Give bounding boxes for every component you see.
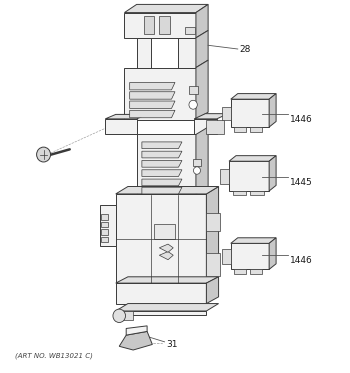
Text: 1446: 1446 — [290, 256, 313, 265]
Text: 1446: 1446 — [290, 115, 313, 124]
Polygon shape — [125, 13, 196, 38]
Polygon shape — [121, 311, 133, 320]
Polygon shape — [196, 4, 208, 38]
Text: 1445: 1445 — [290, 178, 313, 187]
Polygon shape — [142, 179, 182, 186]
Polygon shape — [159, 251, 173, 260]
Polygon shape — [116, 277, 219, 283]
Circle shape — [189, 100, 197, 109]
Polygon shape — [101, 236, 108, 242]
Polygon shape — [231, 243, 269, 269]
Polygon shape — [269, 156, 276, 191]
Polygon shape — [194, 114, 228, 119]
Polygon shape — [206, 120, 224, 135]
Circle shape — [194, 167, 201, 174]
Text: 31: 31 — [166, 340, 178, 349]
Polygon shape — [101, 222, 108, 228]
Polygon shape — [130, 92, 175, 99]
Polygon shape — [154, 224, 175, 238]
Polygon shape — [130, 82, 175, 90]
Polygon shape — [206, 213, 220, 231]
Polygon shape — [125, 68, 196, 120]
Polygon shape — [116, 311, 206, 315]
Polygon shape — [250, 127, 262, 132]
Polygon shape — [234, 127, 246, 132]
Polygon shape — [130, 110, 175, 118]
Polygon shape — [234, 269, 246, 274]
Polygon shape — [144, 16, 154, 34]
Polygon shape — [229, 156, 276, 161]
Polygon shape — [142, 160, 182, 167]
Polygon shape — [101, 229, 108, 235]
Polygon shape — [136, 135, 196, 194]
Polygon shape — [206, 186, 219, 283]
Polygon shape — [159, 244, 173, 252]
Text: 28: 28 — [239, 44, 251, 53]
Polygon shape — [142, 187, 182, 194]
Polygon shape — [206, 253, 220, 276]
Polygon shape — [116, 283, 206, 304]
Circle shape — [37, 147, 50, 162]
Polygon shape — [116, 194, 206, 283]
Polygon shape — [126, 326, 147, 335]
Polygon shape — [136, 38, 150, 68]
Polygon shape — [125, 4, 208, 13]
Polygon shape — [186, 27, 195, 34]
Polygon shape — [196, 31, 208, 68]
Polygon shape — [105, 115, 147, 119]
Polygon shape — [269, 94, 276, 127]
Polygon shape — [196, 60, 208, 120]
Polygon shape — [116, 186, 219, 194]
Polygon shape — [100, 205, 117, 246]
Polygon shape — [194, 159, 201, 166]
Polygon shape — [119, 332, 152, 350]
Polygon shape — [232, 191, 246, 195]
Polygon shape — [222, 107, 231, 120]
Polygon shape — [178, 38, 196, 68]
Polygon shape — [196, 127, 208, 194]
Polygon shape — [159, 16, 170, 34]
Polygon shape — [130, 101, 175, 109]
Polygon shape — [101, 214, 108, 220]
Polygon shape — [250, 269, 262, 274]
Polygon shape — [189, 86, 198, 94]
Polygon shape — [142, 170, 182, 176]
Text: (ART NO. WB13021 C): (ART NO. WB13021 C) — [15, 353, 92, 359]
Circle shape — [113, 309, 126, 323]
Polygon shape — [231, 99, 269, 127]
Polygon shape — [222, 249, 231, 264]
Polygon shape — [206, 277, 219, 304]
Polygon shape — [105, 119, 136, 135]
Polygon shape — [194, 119, 217, 135]
Polygon shape — [142, 142, 182, 148]
Polygon shape — [142, 151, 182, 158]
Polygon shape — [229, 161, 269, 191]
Polygon shape — [250, 191, 264, 195]
Polygon shape — [231, 238, 276, 243]
Polygon shape — [231, 94, 276, 99]
Polygon shape — [220, 169, 229, 184]
Polygon shape — [269, 238, 276, 269]
Polygon shape — [116, 304, 219, 311]
